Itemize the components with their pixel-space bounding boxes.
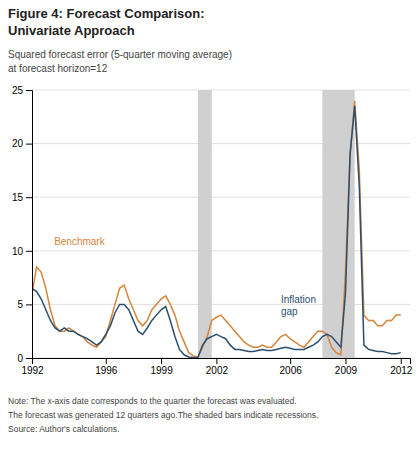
x-axis: 1992 1996 1999 2002 2006 2009 2012 — [21, 358, 412, 376]
x-tick-label: 1996 — [95, 365, 118, 376]
title: Univariate Approach — [8, 23, 135, 38]
y-tick-label: 10 — [12, 246, 24, 257]
y-tick-mark — [26, 90, 32, 91]
x-tick-label: 2012 — [390, 365, 413, 376]
x-tick-mark — [161, 358, 162, 364]
y-tick-label: 25 — [12, 85, 24, 96]
y-tick-label: 15 — [12, 192, 24, 203]
x-axis-line — [33, 359, 411, 365]
y-tick: 5 — [17, 299, 32, 310]
x-tick-mark — [216, 358, 217, 364]
x-tick-mark — [106, 358, 107, 364]
x-tick-label: 2009 — [335, 365, 358, 376]
y-tick: 0 — [17, 353, 32, 364]
note: Source: Author's calculations. — [8, 424, 119, 434]
x-tick: 2002 — [206, 358, 229, 376]
x-tick: 2012 — [390, 358, 413, 376]
series-line — [32, 106, 401, 357]
y-tick-mark — [26, 144, 32, 145]
x-tick: 1999 — [150, 358, 173, 376]
x-tick: 2006 — [280, 358, 303, 376]
y-axis: 0 5 10 15 20 25 — [12, 85, 33, 364]
y-tick: 25 — [12, 85, 32, 96]
x-tick: 1992 — [21, 358, 44, 376]
x-tick-label: 2002 — [206, 365, 229, 376]
chart: Figure 4: Forecast Comparison: Univariate… — [0, 0, 420, 476]
y-tick-label: 0 — [17, 353, 23, 364]
note: Note: The x-axis date corresponds to the… — [8, 396, 297, 406]
grid — [32, 90, 410, 358]
y-tick: 10 — [12, 246, 32, 257]
note: The forecast was generated 12 quarters a… — [8, 410, 318, 420]
plot-area — [32, 90, 401, 358]
y-tick-mark — [26, 197, 32, 198]
x-tick-mark — [401, 358, 402, 364]
subtitle: Squared forecast error (5-quarter moving… — [8, 49, 232, 60]
x-tick-mark — [345, 358, 346, 364]
y-tick-mark — [26, 358, 32, 359]
y-tick-mark — [26, 304, 32, 305]
y-tick-mark — [26, 251, 32, 252]
y-tick-label: 20 — [12, 138, 24, 149]
y-tick: 20 — [12, 138, 32, 149]
y-tick-label: 5 — [17, 299, 23, 310]
title: Figure 4: Forecast Comparison: — [8, 6, 204, 21]
x-tick: 2009 — [335, 358, 358, 376]
recession-band — [198, 90, 212, 358]
x-tick-mark — [290, 358, 291, 364]
y-tick: 15 — [12, 192, 32, 203]
subtitle: at forecast horizon=12 — [8, 63, 108, 74]
x-tick: 1996 — [95, 358, 118, 376]
recession-band — [322, 90, 354, 358]
annotation: Benchmark — [54, 236, 106, 247]
x-tick-label: 1992 — [21, 365, 44, 376]
x-tick-label: 1999 — [150, 365, 173, 376]
annotation: Inflationgap — [281, 294, 316, 317]
y-axis-line — [26, 91, 33, 359]
series-line — [32, 101, 401, 357]
x-tick-label: 2006 — [280, 365, 303, 376]
